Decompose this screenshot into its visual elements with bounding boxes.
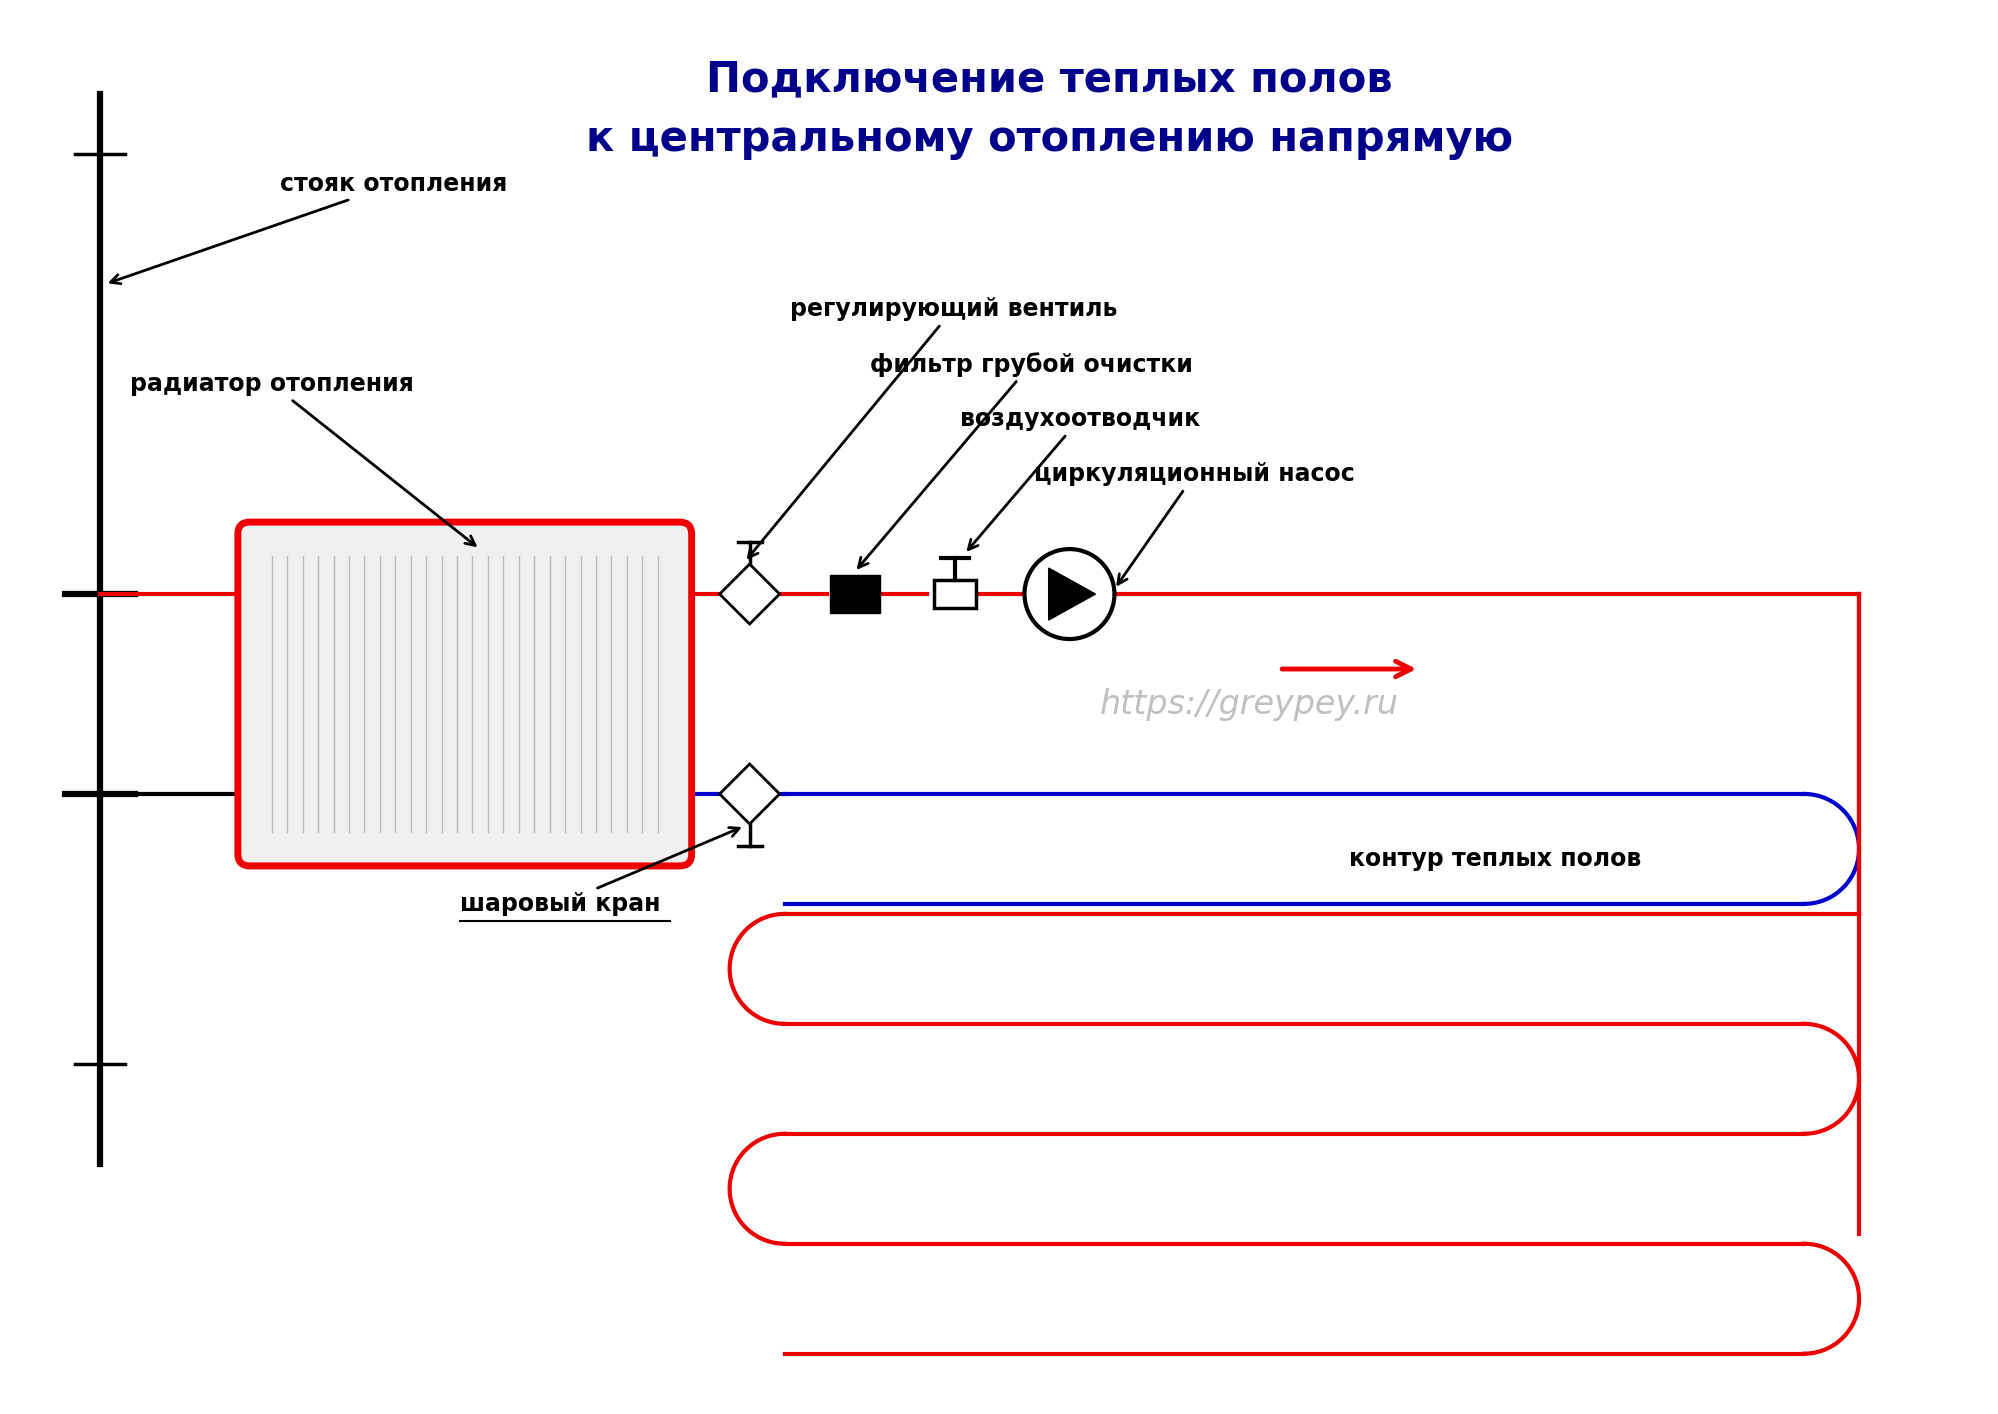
Text: циркуляционный насос: циркуляционный насос bbox=[1035, 462, 1355, 584]
Text: контур теплых полов: контур теплых полов bbox=[1349, 847, 1640, 871]
Text: шаровый кран: шаровый кран bbox=[460, 827, 739, 916]
Bar bbox=[933, 580, 975, 608]
Text: https://greypey.ru: https://greypey.ru bbox=[1099, 687, 1399, 721]
Text: регулирующий вентиль: регулирующий вентиль bbox=[747, 297, 1117, 557]
Polygon shape bbox=[719, 764, 779, 824]
Text: фильтр грубой очистки: фильтр грубой очистки bbox=[857, 352, 1193, 567]
Text: стояк отопления: стояк отопления bbox=[110, 173, 507, 284]
Text: воздухоотводчик: воздухоотводчик bbox=[959, 407, 1199, 550]
Text: Подключение теплых полов: Подключение теплых полов bbox=[705, 58, 1393, 100]
Bar bbox=[829, 575, 879, 614]
Text: к центральному отоплению напрямую: к центральному отоплению напрямую bbox=[585, 119, 1512, 160]
Polygon shape bbox=[719, 564, 779, 624]
Polygon shape bbox=[1049, 568, 1095, 621]
Circle shape bbox=[1025, 549, 1115, 639]
FancyBboxPatch shape bbox=[238, 522, 691, 865]
Text: радиатор отопления: радиатор отопления bbox=[130, 372, 476, 546]
